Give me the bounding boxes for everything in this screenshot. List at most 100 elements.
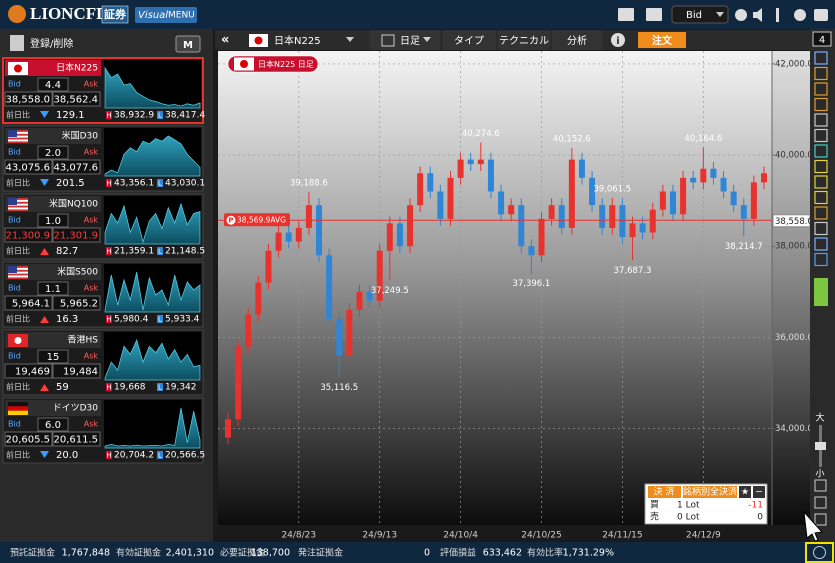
tool-icon[interactable] bbox=[814, 51, 828, 65]
bid-box[interactable] bbox=[4, 159, 53, 175]
tool-icon[interactable] bbox=[814, 496, 827, 509]
ask-price[interactable]: 19,484 bbox=[63, 367, 98, 378]
ask-box[interactable] bbox=[52, 431, 101, 447]
instrument-card[interactable]: 日本N225 Bid 4.4 Ask 38,558.0 38,562.4 前日比 129.1 H… bbox=[2, 57, 205, 124]
bid-box[interactable] bbox=[4, 431, 53, 447]
bid-price[interactable]: 38,558.0 bbox=[5, 95, 50, 106]
toolbar-technical[interactable]: テクニカル bbox=[499, 35, 549, 47]
tool-icon[interactable] bbox=[814, 479, 827, 492]
color-tool[interactable] bbox=[814, 278, 828, 306]
settle[interactable]: 決 済 bbox=[654, 486, 675, 498]
ask-box[interactable] bbox=[52, 227, 101, 243]
instrument-card[interactable]: 米国NQ100 Bid 1.0 Ask 21,300.9 21,301.9 前日比 82.7 H… bbox=[2, 193, 205, 260]
bid-price[interactable]: 21,300.9 bbox=[5, 231, 50, 242]
watchlist-edit[interactable]: 登録/削除 bbox=[30, 37, 73, 50]
tool-icon[interactable] bbox=[814, 513, 827, 526]
candle-body bbox=[639, 223, 646, 233]
icon-settings[interactable] bbox=[794, 9, 806, 21]
bid-box[interactable] bbox=[4, 91, 53, 107]
tool-icon[interactable] bbox=[814, 128, 828, 143]
ask-price[interactable]: 21,301.9 bbox=[53, 231, 98, 242]
ask-price[interactable]: 5,965.2 bbox=[60, 299, 98, 310]
price-mode-select[interactable] bbox=[671, 5, 729, 24]
tool-icon[interactable] bbox=[814, 113, 828, 127]
edit-icon[interactable] bbox=[10, 35, 24, 51]
mode-button[interactable] bbox=[175, 35, 201, 53]
bid-box[interactable] bbox=[4, 295, 53, 311]
tool-icon[interactable] bbox=[814, 159, 828, 174]
ask-box[interactable] bbox=[52, 159, 101, 175]
toolbar-info[interactable]: i bbox=[616, 36, 619, 47]
change-value: 129.1 bbox=[56, 110, 85, 121]
collapse-button[interactable]: « bbox=[221, 33, 229, 48]
logo-badge-box bbox=[101, 5, 129, 24]
ask-price[interactable]: 43,077.6 bbox=[53, 163, 98, 174]
icon-export[interactable] bbox=[618, 8, 634, 21]
settle-all-button[interactable] bbox=[683, 486, 737, 498]
high-label: 40,274.6 bbox=[462, 129, 500, 139]
icon-clock[interactable] bbox=[735, 9, 747, 21]
tool-icon[interactable] bbox=[814, 252, 828, 267]
mode-label[interactable]: M bbox=[183, 40, 193, 51]
symbol-dropdown[interactable] bbox=[346, 37, 354, 42]
settle-all[interactable]: 銘柄別全決済 bbox=[683, 486, 737, 498]
tool-icon[interactable] bbox=[814, 221, 828, 236]
bid-price[interactable]: 43,075.6 bbox=[5, 163, 50, 174]
menu-visual[interactable]: Visual bbox=[138, 10, 168, 21]
tool-icon[interactable] bbox=[814, 237, 828, 251]
toolbar-period[interactable]: 日足 bbox=[400, 35, 420, 47]
candle-body bbox=[498, 191, 505, 215]
analysis-box[interactable] bbox=[552, 30, 602, 50]
zoom-thumb[interactable] bbox=[815, 442, 826, 450]
bid-box[interactable] bbox=[4, 363, 53, 379]
tool-icon[interactable] bbox=[814, 66, 828, 81]
icon-help[interactable] bbox=[814, 9, 828, 21]
tool-icon[interactable] bbox=[814, 175, 828, 189]
candle-body bbox=[285, 232, 292, 242]
bid-box[interactable] bbox=[4, 227, 53, 243]
icon-import[interactable] bbox=[646, 8, 662, 21]
toolbar-type[interactable]: タイプ bbox=[454, 35, 484, 47]
settle-button[interactable] bbox=[648, 486, 681, 498]
favorite[interactable]: ★ bbox=[741, 488, 749, 498]
period-dropdown[interactable] bbox=[423, 37, 431, 42]
menu-button[interactable] bbox=[135, 7, 197, 23]
collapse-box[interactable] bbox=[753, 486, 765, 498]
icon-sound[interactable] bbox=[753, 8, 762, 22]
bid-price[interactable]: 5,964.1 bbox=[12, 299, 50, 310]
icon-mark[interactable] bbox=[776, 8, 779, 22]
ask-box[interactable] bbox=[52, 295, 101, 311]
order-button[interactable] bbox=[638, 32, 686, 48]
toolbar-symbol[interactable]: 日本N225 bbox=[274, 34, 321, 47]
tool-icon[interactable] bbox=[814, 206, 828, 220]
ask-price[interactable]: 38,562.4 bbox=[53, 95, 98, 106]
bid-price[interactable]: 19,469 bbox=[15, 367, 50, 378]
collapse[interactable]: − bbox=[755, 488, 763, 498]
scroll-top-button[interactable] bbox=[813, 546, 826, 559]
ask-box[interactable] bbox=[52, 363, 101, 379]
tool-icon[interactable] bbox=[814, 144, 828, 158]
toolbar-analysis[interactable]: 分析 bbox=[567, 34, 587, 47]
tool-icon[interactable] bbox=[814, 82, 828, 96]
tool-icon[interactable] bbox=[814, 97, 828, 112]
status-value: 2,401,310 bbox=[166, 548, 214, 559]
ask-price[interactable]: 20,611.5 bbox=[53, 435, 98, 446]
toolbar-order[interactable]: 注文 bbox=[652, 34, 673, 47]
instrument-card[interactable]: 香港HS Bid 15 Ask 19,469 19,484 前日比 59 H 19,668 L 19,… bbox=[2, 329, 204, 396]
zoom-out[interactable]: 小 bbox=[815, 469, 824, 480]
price-mode[interactable]: Bid bbox=[686, 10, 702, 21]
menu-label[interactable]: MENU bbox=[168, 11, 195, 21]
ask-box[interactable] bbox=[52, 91, 101, 107]
high-icon bbox=[106, 111, 112, 119]
candle-body bbox=[225, 419, 231, 438]
type-box[interactable] bbox=[443, 30, 496, 50]
zoom-in[interactable]: 大 bbox=[815, 412, 824, 424]
tool-icon[interactable] bbox=[814, 190, 828, 205]
bid-price[interactable]: 20,605.5 bbox=[5, 435, 50, 446]
favorite-box[interactable] bbox=[739, 486, 751, 498]
technical-box[interactable] bbox=[498, 30, 550, 50]
info-icon[interactable] bbox=[611, 33, 625, 47]
